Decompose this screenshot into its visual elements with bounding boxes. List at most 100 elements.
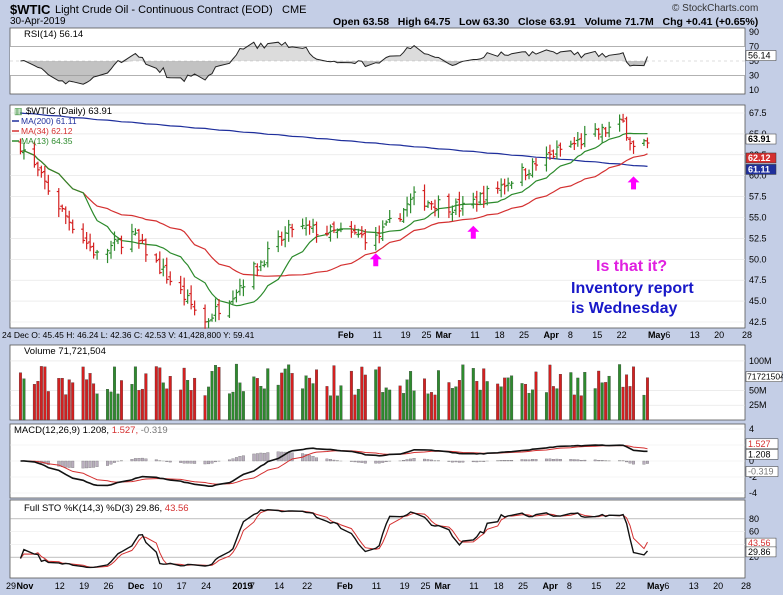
- volume-bar: [95, 393, 99, 421]
- bottom-axis-label: 7: [250, 581, 255, 591]
- price-bar: [143, 238, 148, 262]
- macd-hist-bar: [632, 460, 635, 465]
- price-bar: [189, 285, 194, 310]
- bottom-axis-label: 29: [6, 581, 16, 591]
- price-mid-axis-label: 8: [568, 330, 573, 340]
- price-bar: [356, 228, 361, 238]
- price-bar: [624, 116, 629, 141]
- macd-hist-bar: [262, 452, 266, 462]
- volume-bar: [255, 378, 259, 421]
- macd-hist-bar: [140, 457, 144, 462]
- price-bar: [408, 193, 413, 214]
- volume-bar: [524, 383, 528, 421]
- volume-bar: [402, 393, 406, 421]
- macd-last-box: [745, 466, 779, 477]
- volume-bar: [165, 388, 169, 421]
- volume-bar: [71, 382, 75, 421]
- volume-tick-label: 25M: [749, 400, 767, 410]
- price-bar: [377, 225, 382, 244]
- price-tick-label: 60.0: [749, 171, 767, 181]
- macd-hist-bar: [625, 460, 629, 463]
- price-bar: [453, 198, 458, 216]
- price-bar: [39, 165, 44, 178]
- macd-hist-bar: [193, 460, 197, 464]
- macd-hist-bar: [572, 459, 576, 462]
- ma-legend-label: MA(200) 61.11: [21, 116, 77, 126]
- price-bar: [502, 178, 507, 195]
- bottom-axis-label: 22: [302, 581, 312, 591]
- rsi-last-box: [745, 50, 777, 61]
- volume-bar: [120, 380, 123, 421]
- price-tick-label: 55.0: [749, 213, 767, 223]
- panel-sto: [9, 499, 746, 579]
- ma-legend-label: MA(13) 64.35: [21, 136, 73, 146]
- macd-hist-bar: [231, 458, 235, 462]
- macd-hist-bar: [238, 456, 242, 462]
- macd-hist-bar: [283, 451, 287, 462]
- volume-bar: [454, 386, 458, 421]
- volume-bar: [625, 374, 629, 421]
- macd-tick-label: -4: [749, 488, 757, 498]
- price-bar: [290, 223, 295, 238]
- price-bar: [328, 224, 333, 242]
- volume-bar: [210, 371, 214, 421]
- sto-label-main: Full STO %K(14,3) %D(3) 29.86,: [24, 503, 165, 514]
- macd-hist-bar: [534, 459, 538, 462]
- volume-bar: [604, 382, 608, 421]
- price-bar: [91, 242, 96, 259]
- macd-hist-bar: [81, 460, 85, 469]
- volume-bar: [234, 363, 238, 421]
- macd-hist-bar: [179, 460, 183, 463]
- bottom-axis-label: 22: [616, 581, 626, 591]
- magenta-up-arrow: [467, 225, 480, 239]
- macd-hist-bar: [252, 453, 256, 462]
- ma200-line: [20, 112, 648, 167]
- price-bar: [112, 231, 117, 251]
- macd-tick-label: 4: [749, 424, 754, 434]
- volume-bar: [405, 379, 409, 421]
- price-bar: [412, 186, 417, 206]
- macd-last-box: [745, 449, 779, 460]
- bottom-axis-label: Apr: [542, 581, 558, 591]
- bottom-axis-label: 11: [372, 581, 381, 591]
- price-bar: [95, 249, 100, 260]
- volume-bar: [193, 377, 197, 421]
- price-bar: [509, 181, 514, 189]
- bottom-axis-label: 2019: [232, 581, 252, 591]
- macd-hist-bar: [356, 460, 360, 463]
- volume-bar: [398, 385, 402, 421]
- volume-bar: [461, 364, 465, 421]
- macd-hist-bar: [168, 460, 172, 463]
- macd-hist-bar: [527, 459, 531, 462]
- volume-bar: [534, 371, 538, 421]
- price-mid-axis-label: 15: [592, 330, 602, 340]
- macd-hist-bar: [384, 460, 388, 463]
- ma34-line: [20, 150, 648, 277]
- volume-bar: [597, 370, 601, 421]
- volume-bar: [579, 395, 583, 421]
- volume-bar: [88, 373, 92, 421]
- price-tick-label: 42.5: [749, 317, 767, 327]
- macd-hist-bar: [67, 460, 71, 468]
- macd-hist-bar: [144, 458, 148, 462]
- macd-hist-bar: [255, 453, 259, 462]
- macd-hist-bar: [182, 460, 186, 464]
- macd-line: [20, 444, 648, 488]
- annotation-note-line1: Inventory report: [571, 280, 694, 297]
- volume-bar: [39, 366, 43, 421]
- bottom-axis-label: 14: [274, 581, 284, 591]
- macd-hist-bar: [315, 457, 319, 462]
- macd-label-hist: -0.319: [141, 425, 168, 436]
- macd-hist-bar: [646, 460, 649, 464]
- volume-bar: [116, 393, 120, 421]
- bottom-axis-label: 19: [400, 581, 410, 591]
- price-bar: [227, 300, 232, 318]
- volume-bar: [144, 373, 148, 421]
- price-last-box: [745, 152, 777, 164]
- volume-bar: [308, 377, 312, 421]
- price-last-label: 63.91: [748, 134, 771, 144]
- bottom-axis-label: Nov: [16, 581, 33, 591]
- volume-bar: [485, 381, 489, 421]
- bottom-axis-label: May: [647, 581, 665, 591]
